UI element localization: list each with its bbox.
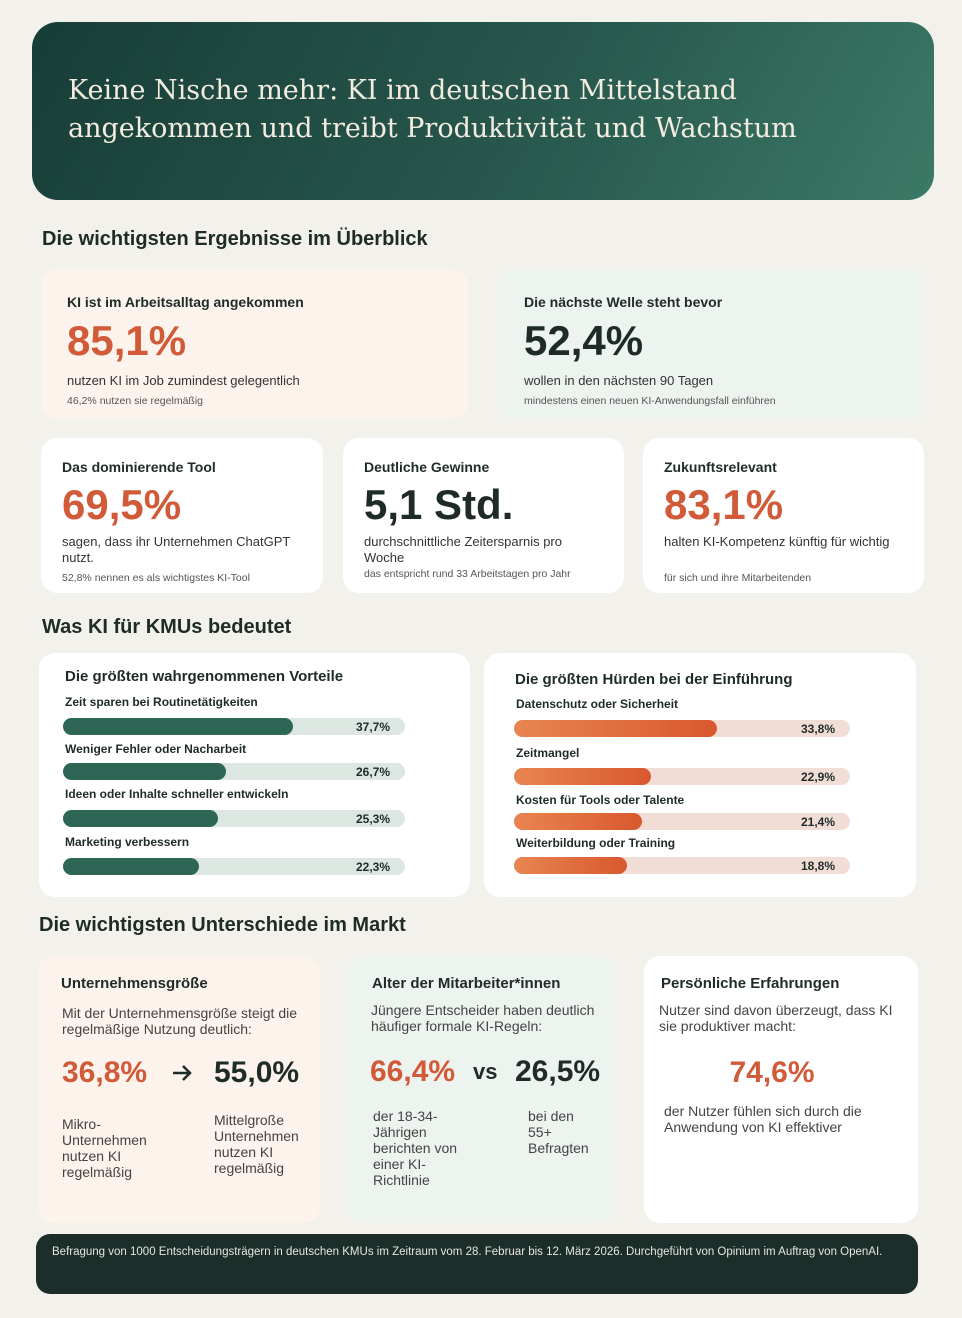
card-title: Das dominierende Tool <box>62 459 216 475</box>
bar <box>514 813 643 830</box>
bar <box>514 768 652 785</box>
separator: vs <box>473 1059 498 1084</box>
card-value: 85,1% <box>67 317 187 364</box>
caption: der Nutzer fühlen sich durch die Anwendu… <box>664 1103 862 1135</box>
bar-track <box>514 720 850 737</box>
bar-label: Weniger Fehler oder Nacharbeit <box>65 742 247 756</box>
section-heading: Die wichtigsten Ergebnisse im Überblick <box>42 228 428 250</box>
card-text: durchschnittliche Zeitersparnis pro Woch… <box>364 534 562 565</box>
right-value: 26,5% <box>515 1055 601 1088</box>
header-title: Keine Nische mehr: KI im deutschen Mitte… <box>68 75 797 144</box>
bar-track <box>63 858 405 875</box>
card-text: sagen, dass ihr Unternehmen ChatGPT nutz… <box>62 534 291 565</box>
bar-track <box>514 857 850 874</box>
bar-value-label: 26,7% <box>355 765 390 779</box>
right-value: 55,0% <box>214 1056 300 1089</box>
card-text: nutzen KI im Job zumindest gelegentlich <box>67 373 300 388</box>
card-title: Die nächste Welle steht bevor <box>524 294 723 310</box>
right-caption: bei den 55+ Befragten <box>528 1108 589 1156</box>
card-text: Nutzer sind davon überzeugt, dass KI sie… <box>659 1002 893 1034</box>
bar-track <box>514 768 850 785</box>
arrow-icon <box>173 1065 192 1081</box>
footer-text: Befragung von 1000 Entscheidungsträgern … <box>52 1246 883 1258</box>
left-caption: der 18-34-Jährigen berichten von einer K… <box>373 1108 458 1188</box>
bar-value-label: 25,3% <box>355 812 390 826</box>
bar-value-label: 33,8% <box>800 722 835 736</box>
size-card: Unternehmensgröße Mit der Unternehmensgr… <box>38 956 320 1223</box>
header: Keine Nische mehr: KI im deutschen Mitte… <box>32 22 934 200</box>
bar-value-label: 22,9% <box>800 770 835 784</box>
card-title: Alter der Mitarbeiter*innen <box>372 975 561 992</box>
bar-track <box>514 813 850 830</box>
bar <box>63 858 200 875</box>
left-value: 66,4% <box>370 1055 456 1088</box>
bar-label: Datenschutz oder Sicherheit <box>516 697 679 711</box>
bar-value-label: 22,3% <box>355 860 390 874</box>
card-value: 83,1% <box>664 481 784 528</box>
value: 74,6% <box>729 1056 815 1089</box>
card-note: das entspricht rund 33 Arbeitstagen pro … <box>364 568 571 580</box>
panel-title: Die größten Hürden bei der Einführung <box>515 671 793 688</box>
bar <box>514 720 717 737</box>
card-text: Jüngere Entscheider haben deutlich häufi… <box>371 1002 595 1034</box>
card-title: KI ist im Arbeitsalltag angekommen <box>67 294 304 310</box>
stat-card: Die nächste Welle steht bevor 52,4% wollen… <box>498 269 923 419</box>
card-note: 46,2% nutzen sie regelmäßig <box>67 395 203 407</box>
card-value: 52,4% <box>524 317 644 364</box>
footer: Befragung von 1000 Entscheidungsträgern … <box>36 1234 918 1294</box>
stat-card: Deutliche Gewinne 5,1 Std. durchschnittlic… <box>343 438 624 593</box>
card-title: Zukunftsrelevant <box>664 459 777 475</box>
card-note: für sich und ihre Mitarbeitenden <box>664 572 812 584</box>
card-value: 5,1 Std. <box>364 481 514 528</box>
card-value: 69,5% <box>62 481 182 528</box>
bar-value-label: 37,7% <box>355 720 390 734</box>
bar-track <box>63 718 405 735</box>
card-note: mindestens einen neuen KI-Anwendungsfall… <box>524 395 776 407</box>
card-title: Persönliche Erfahrungen <box>661 975 840 992</box>
left-caption: Mikro-Unternehmen nutzen KI regelmäßig <box>62 1116 147 1180</box>
age-card: Alter der Mitarbeiter*innen Jüngere Ents… <box>347 956 615 1223</box>
left-value: 36,8% <box>62 1056 148 1089</box>
card-note: 52,8% nennen es als wichtigstes KI-Tool <box>62 572 250 584</box>
bar-label: Weiterbildung oder Training <box>516 836 676 850</box>
panel-title: Die größten wahrgenommenen Vorteile <box>65 668 344 685</box>
card-title: Unternehmensgröße <box>61 975 208 992</box>
bar-label: Zeitmangel <box>516 746 580 760</box>
card-text: Mit der Unternehmensgröße steigt die reg… <box>62 1005 297 1037</box>
stat-card: Das dominierende Tool 69,5% sagen, dass ih… <box>41 438 323 593</box>
bar-label: Zeit sparen bei Routinetätigkeiten <box>65 695 258 709</box>
card-text: wollen in den nächsten 90 Tagen <box>524 373 714 388</box>
card-text: halten KI-Kompetenz künftig für wichtig <box>664 534 890 549</box>
bar-label: Kosten für Tools oder Talente <box>516 793 685 807</box>
card-title: Deutliche Gewinne <box>364 459 490 475</box>
bar-label: Marketing verbessern <box>65 835 190 849</box>
bar-value-label: 21,4% <box>800 815 835 829</box>
bar-track <box>63 763 405 780</box>
bar-value-label: 18,8% <box>800 859 835 873</box>
bar <box>63 718 294 735</box>
stat-card: KI ist im Arbeitsalltag angekommen 85,1% n… <box>41 269 468 419</box>
barriers-panel: Die größten Hürden bei der Einführung Da… <box>484 653 916 897</box>
bar <box>63 763 227 780</box>
section-heading: Die wichtigsten Unterschiede im Markt <box>39 914 406 936</box>
section-heading: Was KI für KMUs bedeutet <box>42 616 292 638</box>
right-caption: Mittelgroße Unternehmen nutzen KI regelm… <box>214 1112 299 1176</box>
experience-card: Persönliche Erfahrungen Nutzer sind davo… <box>644 956 918 1223</box>
bar <box>514 857 627 874</box>
benefits-panel: Die größten wahrgenommenen Vorteile Zeit… <box>39 653 470 897</box>
bar-label: Ideen oder Inhalte schneller entwickeln <box>65 787 289 801</box>
bar <box>63 810 218 827</box>
bar-track <box>63 810 405 827</box>
stat-card: Zukunftsrelevant 83,1% halten KI-Kompetenz… <box>643 438 924 593</box>
